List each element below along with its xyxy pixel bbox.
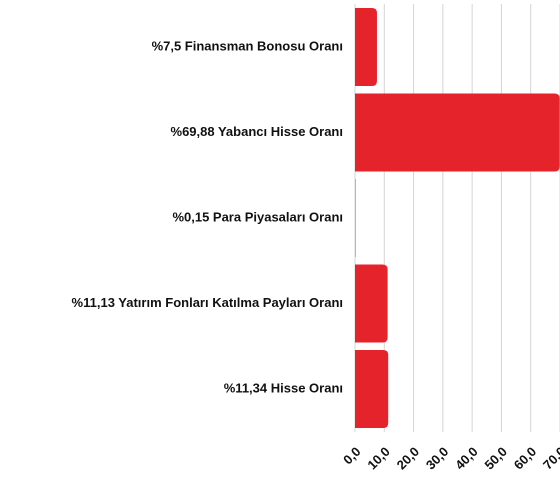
y-tick-label: %11,13 Yatırım Fonları Katılma Payları O…	[72, 295, 343, 310]
x-tick-label: 40,0	[452, 444, 481, 473]
bar	[355, 350, 389, 428]
y-tick-label: %0,15 Para Piyasaları Oranı	[172, 209, 343, 224]
x-tick-label: 20,0	[394, 444, 423, 473]
bar	[355, 93, 560, 172]
bar	[355, 264, 388, 343]
x-tick-label: 30,0	[423, 444, 452, 473]
x-tick-label: 70,0	[540, 444, 560, 473]
y-tick-label: %69,88 Yabancı Hisse Oranı	[171, 124, 343, 139]
bar	[355, 8, 377, 86]
x-tick-label: 0,0	[340, 444, 363, 467]
x-tick-label: 10,0	[364, 444, 393, 473]
x-tick-label: 60,0	[511, 444, 540, 473]
y-tick-label: %11,34 Hisse Oranı	[224, 380, 343, 395]
y-tick-label: %7,5 Finansman Bonosu Oranı	[152, 38, 343, 53]
x-tick-label: 50,0	[481, 444, 510, 473]
